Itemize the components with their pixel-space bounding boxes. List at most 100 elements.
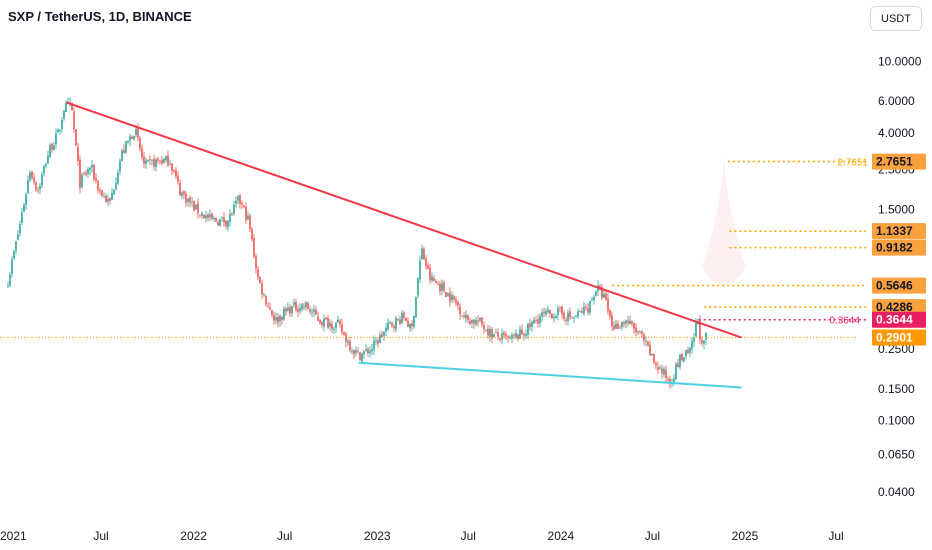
candle-body [547,309,549,313]
resistance-trendline [66,101,742,339]
last-close-label-text: 0.2901 [876,331,913,345]
candle-body [147,159,149,161]
candle-body [415,296,417,318]
candle-body [309,309,311,312]
y-tick-label: 6.0000 [878,94,915,108]
candle-body [627,320,629,324]
candle-body [9,274,11,286]
candle-body [521,330,523,335]
candle-body [383,331,385,336]
candle-body [531,322,533,327]
candle-body [479,317,481,321]
candle-body [413,316,415,327]
candle-body [221,216,223,218]
candle-body [7,286,9,288]
candle-body [47,155,49,164]
candle-body [347,341,349,344]
candle-body [553,316,555,319]
candle-body [703,340,705,344]
candle-body [561,306,563,315]
candle-body [397,318,399,320]
candle-body [169,163,171,165]
candle-body [49,145,51,158]
candle-body [463,315,465,317]
candle-body [223,217,225,223]
candle-body [451,295,453,300]
level-label-box [872,299,926,316]
candle-body [89,168,91,170]
candle-body [673,378,675,383]
candle-body [399,319,401,325]
candle-body [199,214,201,216]
overlay-group [0,101,866,389]
candle-body [427,265,429,270]
candle-body [267,305,269,307]
candle-body [313,309,315,312]
candle-body [651,353,653,356]
x-tick-label: Jul [645,529,660,543]
candle-body [469,320,471,325]
candle-body [569,311,571,318]
candle-body [113,189,115,195]
candle-body [227,220,229,228]
candle-body [377,340,379,344]
support-trendline [358,361,742,389]
candle-body [645,340,647,342]
candle-body [571,317,573,319]
candle-body [293,302,295,305]
candle-body [211,213,213,220]
candle-body [465,314,467,319]
candle-body [363,351,365,355]
candle-body [107,199,109,202]
y-tick-label: 1.5000 [878,202,915,216]
candle-body [665,369,667,378]
candle-body [379,334,381,344]
currency-button[interactable]: USDT [870,6,922,31]
candle-body [245,206,247,221]
candle-body [255,256,257,269]
candle-body [209,214,211,218]
candle-body [519,329,521,339]
candle-body [667,379,669,381]
candle-body [145,160,147,164]
candle-body [155,159,157,167]
candle-body [187,198,189,202]
candle-body [445,292,447,298]
candle-body [389,322,391,324]
candle-body [403,312,405,318]
candle-body [23,204,25,212]
candle-body [385,327,387,332]
candle-body [129,136,131,141]
candle-body [609,310,611,317]
candle-body [595,291,597,296]
candle-body [319,320,321,324]
candle-body [501,333,503,340]
candle-body [623,322,625,325]
candle-body [429,267,431,281]
candle-body [97,180,99,191]
y-tick-label: 10.0000 [878,54,922,68]
candle-body [115,182,117,190]
candle-body [659,367,661,369]
level-label-box [872,223,926,240]
candle-body [495,332,497,333]
candle-body [315,309,317,315]
candle-body [417,278,419,296]
candle-body [577,311,579,317]
y-tick-label: 0.0650 [878,447,915,461]
candle-body [273,314,275,321]
candle-body [391,323,393,326]
candle-body [213,218,215,219]
candle-body [351,350,353,352]
candle-body [217,222,219,226]
candle-body [271,310,273,316]
current-price-side-label: 0.3644 [829,316,860,327]
candle-body [207,214,209,219]
y-tick-label: 0.1500 [878,382,915,396]
price-axis[interactable]: 10.00006.00004.00002.50001.50000.25000.1… [878,54,922,499]
candles-group [7,97,707,389]
candle-body [19,224,21,234]
candle-body [251,228,253,240]
time-axis[interactable]: 2021 Jul 2022 Jul 2023 Jul 2024 Jul 2025 Jul [0,529,844,543]
